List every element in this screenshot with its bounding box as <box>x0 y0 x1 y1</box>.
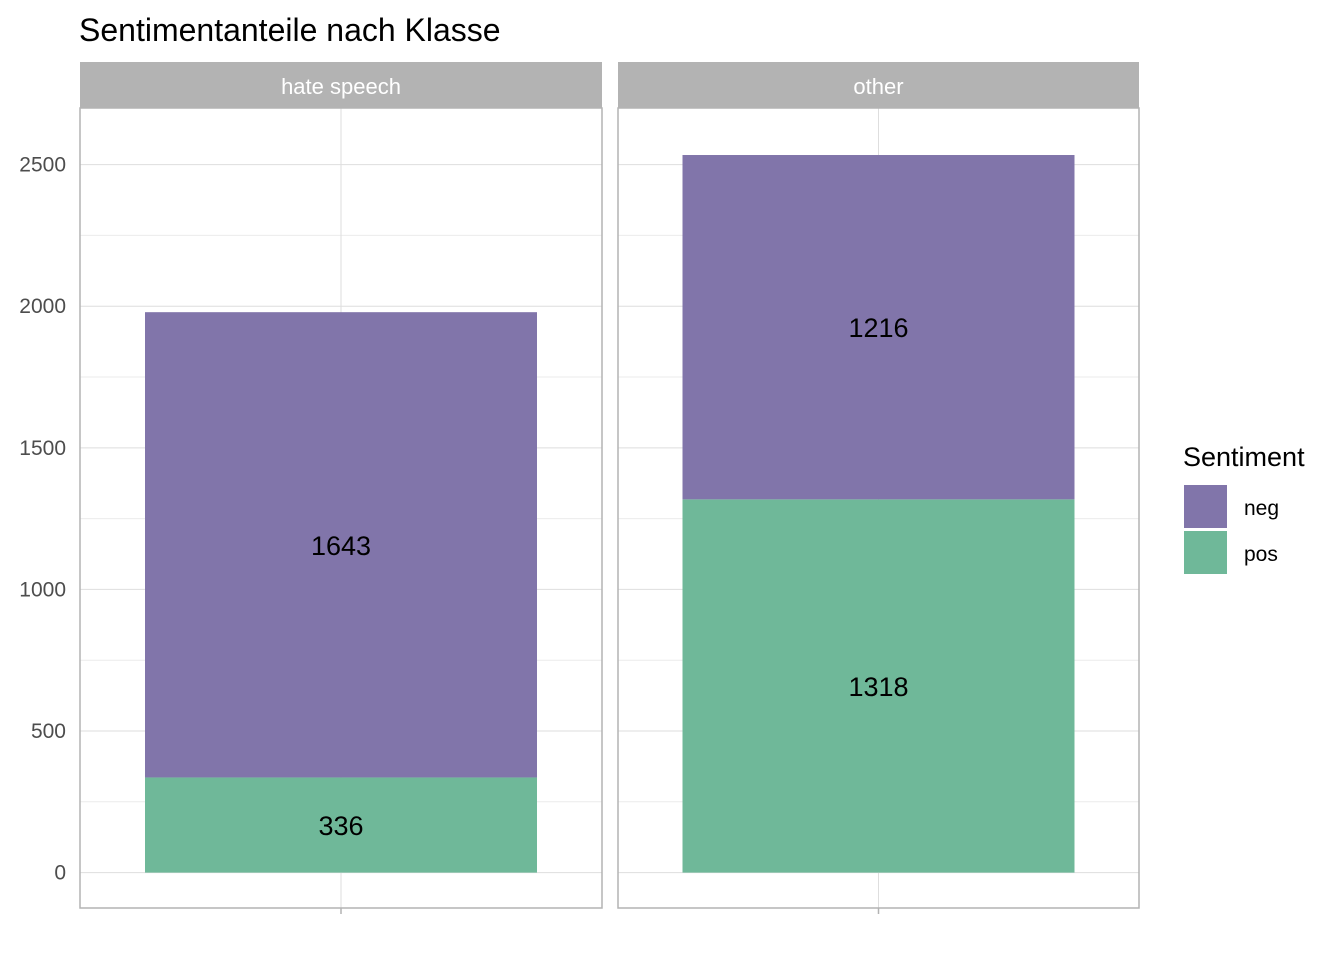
facet-strip-label: hate speech <box>281 74 401 99</box>
bar-segment-pos[interactable] <box>145 777 537 873</box>
y-tick-label: 0 <box>54 862 66 885</box>
legend-label-pos: pos <box>1244 543 1278 566</box>
y-tick-label: 1000 <box>19 578 66 601</box>
bar-value-label: 1318 <box>848 672 908 702</box>
legend-key-neg[interactable] <box>1184 485 1227 528</box>
legend-label-neg: neg <box>1244 497 1279 520</box>
legend-title: Sentiment <box>1183 442 1305 472</box>
bar-segment-neg[interactable] <box>682 155 1075 500</box>
chart-title: Sentimentanteile nach Klasse <box>79 12 501 48</box>
facet-strip <box>618 62 1139 108</box>
facet-panel: 336 1643 hate speech <box>79 62 603 914</box>
bar-value-label: 1643 <box>311 531 371 561</box>
bar-value-label: 336 <box>318 811 363 841</box>
y-tick-label: 500 <box>31 720 66 743</box>
bar-segment-neg[interactable] <box>145 312 537 778</box>
legend-key-pos[interactable] <box>1184 531 1227 574</box>
bar-value-label: 1216 <box>848 313 908 343</box>
facet-strip-label: other <box>853 74 903 99</box>
y-tick-label: 1500 <box>19 437 66 460</box>
bar-segment-pos[interactable] <box>682 499 1075 873</box>
y-tick-label: 2500 <box>19 154 66 177</box>
facet-panel: 1318 1216 other <box>617 62 1140 914</box>
y-tick-label: 2000 <box>19 295 66 318</box>
plot-area: 0 500 1000 1500 2000 2500 336 1643 hate speech 13… <box>19 62 1140 914</box>
facet-strip <box>80 62 602 108</box>
legend: neg pos <box>1184 485 1279 574</box>
